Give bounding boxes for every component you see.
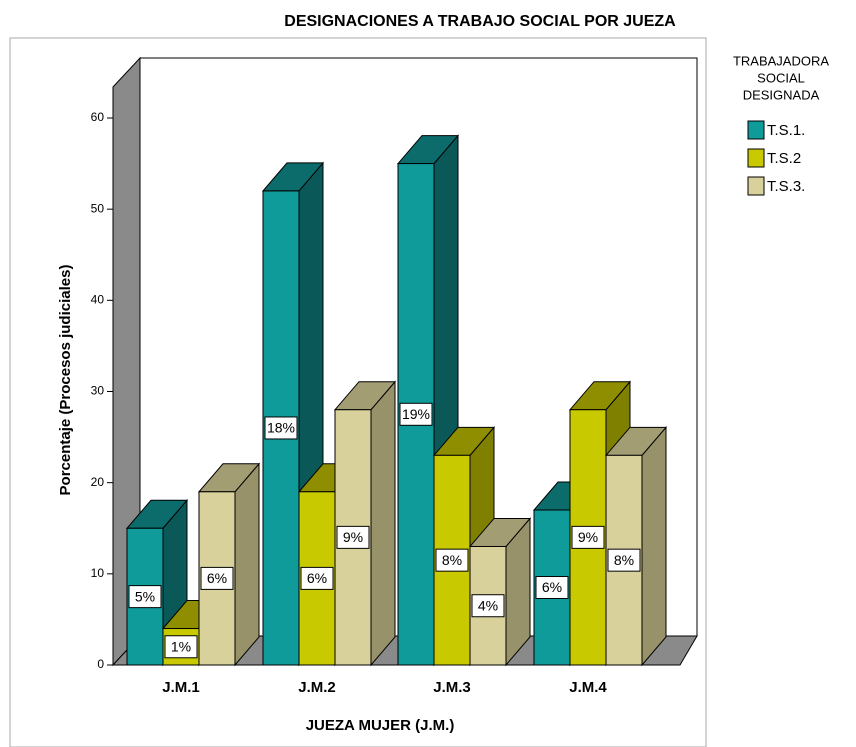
value-label: 8%: [442, 552, 462, 568]
value-label: 8%: [614, 552, 634, 568]
bar: [604, 425, 668, 667]
bar: [468, 517, 532, 667]
value-label-box: [128, 585, 162, 609]
y-tick-label: 0: [97, 657, 104, 671]
value-label: 9%: [578, 529, 598, 545]
value-label-box: [200, 566, 234, 590]
value-label: 6%: [542, 579, 562, 595]
chart-title: DESIGNACIONES A TRABAJO SOCIAL POR JUEZA: [284, 13, 676, 30]
y-tick-label: 40: [91, 293, 105, 307]
legend-title: SOCIAL: [757, 70, 805, 85]
y-tick-label: 20: [91, 475, 105, 489]
value-label: 1%: [171, 638, 191, 654]
value-label-box: [399, 402, 433, 426]
value-label-box: [300, 566, 334, 590]
y-tick-label: 30: [91, 384, 105, 398]
bar-side: [370, 380, 396, 667]
value-label-box: [571, 525, 605, 549]
y-tick-label: 10: [91, 566, 105, 580]
value-label-box: [607, 548, 641, 572]
legend-swatch: [747, 120, 765, 140]
legend-swatch: [747, 148, 765, 168]
x-tick-label: J.M.1: [162, 679, 200, 696]
legend-label: T.S.3.: [767, 178, 805, 195]
value-label-box: [164, 635, 198, 659]
legend-label: T.S.2: [767, 150, 801, 167]
value-label: 6%: [207, 570, 227, 586]
x-tick-label: J.M.4: [569, 679, 607, 696]
bar-side: [234, 462, 260, 667]
legend-title: TRABAJADORA: [733, 53, 829, 68]
value-label: 19%: [402, 406, 430, 422]
x-axis-title: JUEZA MUJER (J.M.): [306, 717, 455, 734]
value-label-box: [336, 525, 370, 549]
value-label: 9%: [343, 529, 363, 545]
y-axis-title: Porcentaje (Procesos judiciales): [57, 265, 74, 496]
value-label-box: [435, 548, 469, 572]
value-label: 6%: [307, 570, 327, 586]
value-label-box: [535, 576, 569, 600]
value-label: 4%: [478, 597, 498, 613]
value-label-box: [264, 416, 298, 440]
y-tick-label: 60: [91, 110, 105, 124]
legend-title: DESIGNADA: [743, 87, 820, 102]
value-label: 18%: [267, 420, 295, 436]
bar: [197, 462, 261, 667]
value-label-box: [471, 594, 505, 618]
bar-side: [641, 425, 667, 667]
bar: [333, 380, 397, 667]
legend-swatch: [747, 176, 765, 196]
x-tick-label: J.M.3: [433, 679, 471, 696]
legend-label: T.S.1.: [767, 122, 805, 139]
x-tick-label: J.M.2: [298, 679, 336, 696]
value-label: 5%: [135, 588, 155, 604]
y-tick-label: 50: [91, 201, 105, 215]
